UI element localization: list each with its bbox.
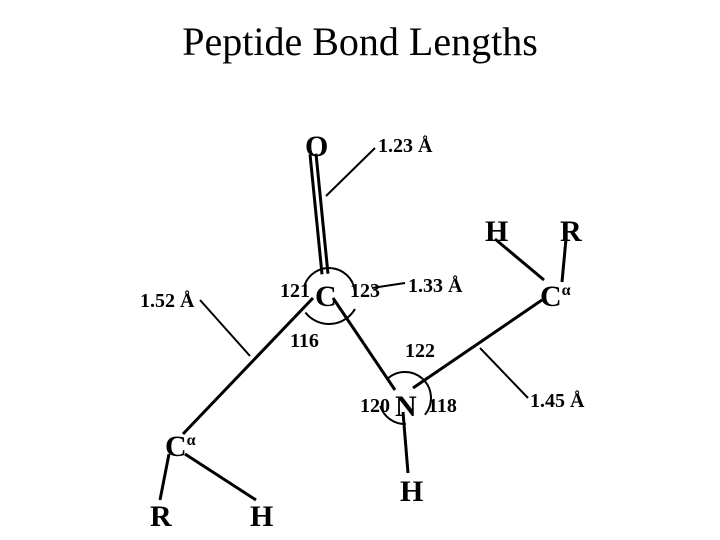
angle-CaCN: 116 — [290, 330, 319, 353]
bondlen-CO: 1.23 Å — [378, 135, 432, 158]
bondlen-NCa: 1.45 Å — [530, 390, 584, 413]
atom-R_top: R — [560, 215, 582, 249]
bondlen-CN: 1.33 Å — [408, 275, 462, 298]
atom-H_bot: H — [250, 500, 273, 534]
atom-R_bot: R — [150, 500, 172, 534]
angle-OCN: 123 — [350, 280, 380, 303]
angle-CNCa: 122 — [405, 340, 435, 363]
angle-OCCa: 121 — [280, 280, 310, 303]
atom-Ca_bot: Cα — [165, 430, 196, 464]
atom-H_midN: H — [400, 475, 423, 509]
diagram-canvas — [0, 0, 720, 540]
angle-CNH: 120 — [360, 395, 390, 418]
atom-O: O — [305, 130, 328, 164]
angle-HNCa: 118 — [428, 395, 457, 418]
atom-H_top: H — [485, 215, 508, 249]
atom-C: C — [315, 280, 337, 314]
atom-Ca_top: Cα — [540, 280, 571, 314]
atom-N: N — [395, 390, 417, 424]
bondlen-CCa: 1.52 Å — [140, 290, 194, 313]
